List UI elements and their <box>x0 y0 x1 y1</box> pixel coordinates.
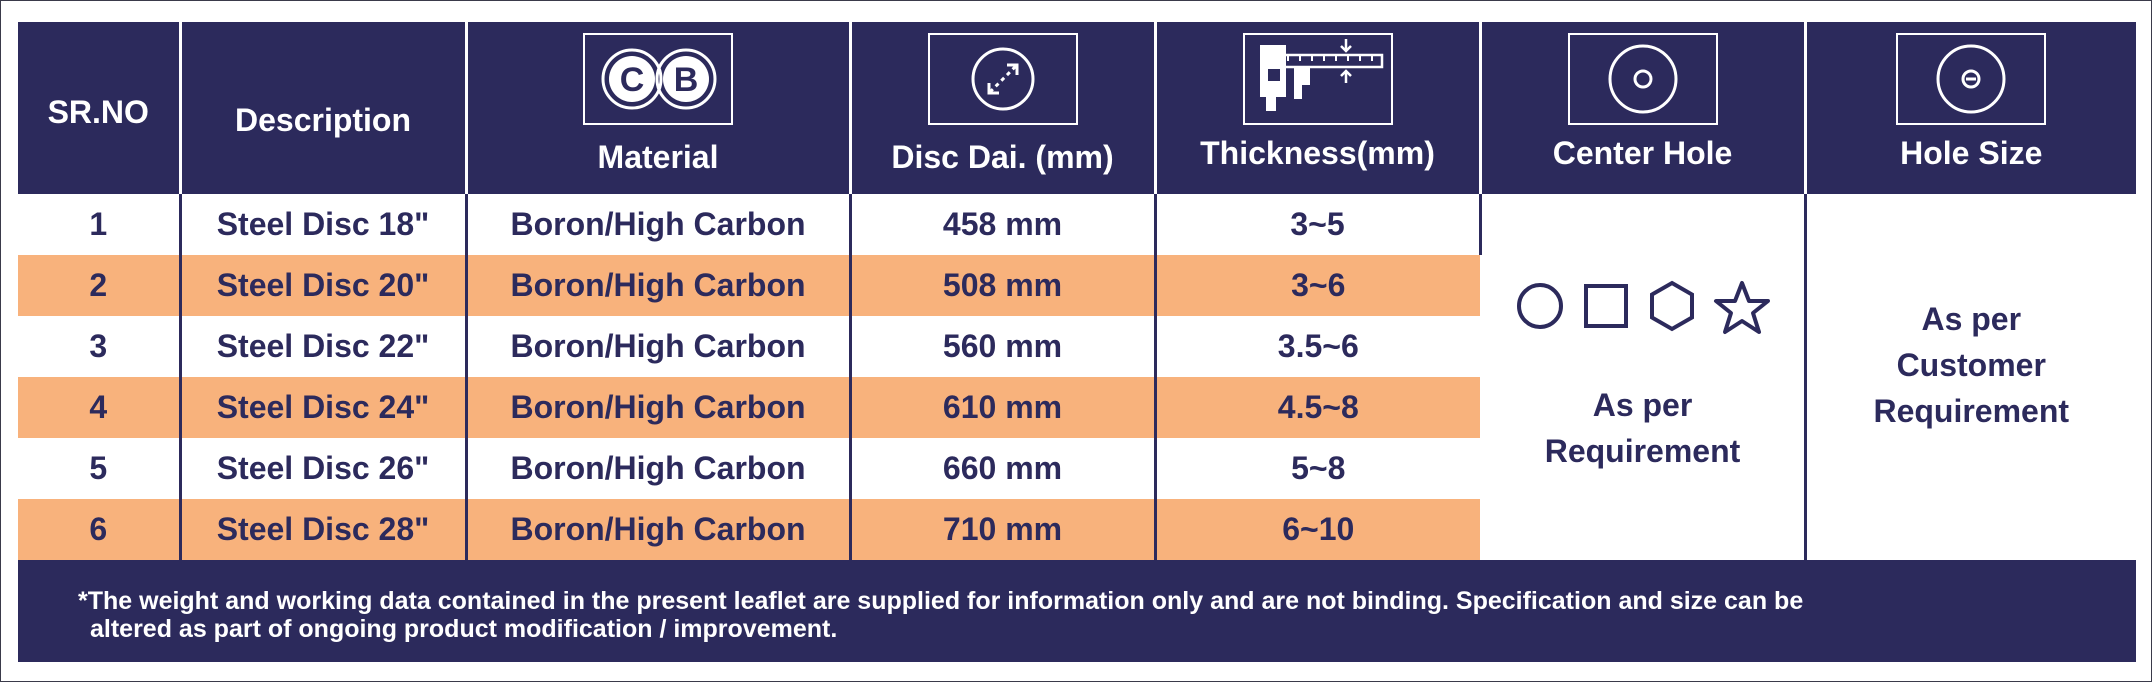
hexagon-icon <box>1649 280 1694 332</box>
header-sr-no: SR.NO <box>18 22 182 194</box>
table-row: 5 Steel Disc 26" Boron/High Carbon 660 m… <box>18 438 2136 499</box>
center-hole-shapes <box>1482 280 1804 336</box>
circle-icon <box>1516 283 1563 329</box>
cell-material: Boron/High Carbon <box>466 499 852 560</box>
boron-carbon-cb-icon: C B <box>583 33 733 125</box>
center-hole-line2: Requirement <box>1544 433 1741 469</box>
header-sr-no-label: SR.NO <box>47 94 149 130</box>
spec-sheet: SR.NO Description C <box>18 22 2136 662</box>
center-hole-cell: As per Requirement <box>1480 194 1807 560</box>
cell-material: Boron/High Carbon <box>466 316 852 377</box>
cell-thickness: 3~5 <box>1155 194 1482 255</box>
hole-size-line2: Customer <box>1896 347 2046 383</box>
header-hole-size-label: Hole Size <box>1900 135 2043 171</box>
cell-thickness: 6~10 <box>1155 499 1480 560</box>
header-thickness-label: Thickness(mm) <box>1200 135 1435 171</box>
hole-size-icon <box>1896 33 2047 125</box>
cell-sr: 2 <box>18 255 182 316</box>
header-center-hole: Center Hole <box>1480 22 1807 194</box>
table-row: 1 Steel Disc 18" Boron/High Carbon 458 m… <box>18 194 2136 560</box>
footnote-line2: altered as part of ongoing product modif… <box>90 615 838 643</box>
cell-sr: 5 <box>18 438 182 499</box>
spec-table: SR.NO Description C <box>18 22 2136 560</box>
cell-dia: 458 mm <box>850 194 1157 255</box>
footnote-line1: *The weight and working data contained i… <box>78 587 1804 615</box>
cell-sr: 4 <box>18 377 182 438</box>
cb-letter-b: B <box>674 61 699 99</box>
cell-thickness: 3.5~6 <box>1155 316 1480 377</box>
header-disc-dia: Disc Dai. (mm) <box>850 22 1157 194</box>
cell-dia: 560 mm <box>850 316 1157 377</box>
cell-description: Steel Disc 28" <box>180 499 468 560</box>
center-hole-line1: As per <box>1592 387 1693 423</box>
cell-material: Boron/High Carbon <box>466 194 852 255</box>
cell-material: Boron/High Carbon <box>466 377 852 438</box>
cell-sr: 1 <box>18 194 182 255</box>
cell-material: Boron/High Carbon <box>466 255 852 316</box>
hole-size-line1: As per <box>1921 301 2022 337</box>
hole-size-cell: As per Customer Requirement <box>1805 194 2136 560</box>
cell-description: Steel Disc 18" <box>180 194 468 255</box>
cell-sr: 3 <box>18 316 182 377</box>
header-hole-size: Hole Size <box>1805 22 2136 194</box>
header-description-label: Description <box>234 102 412 138</box>
cell-sr: 6 <box>18 499 182 560</box>
table-row: 3 Steel Disc 22" Boron/High Carbon 560 m… <box>18 316 2136 377</box>
cell-thickness: 5~8 <box>1155 438 1480 499</box>
header-disc-dia-label: Disc Dai. (mm) <box>891 139 1114 175</box>
cell-description: Steel Disc 26" <box>180 438 468 499</box>
table-row: 2 Steel Disc 20" Boron/High Carbon 508 m… <box>18 255 2136 316</box>
header-row: SR.NO Description C <box>18 22 2136 194</box>
square-icon <box>1583 284 1628 328</box>
cell-material: Boron/High Carbon <box>466 438 852 499</box>
star-icon <box>1713 281 1770 334</box>
table-row: 4 Steel Disc 24" Boron/High Carbon 610 m… <box>18 377 2136 438</box>
hole-size-line3: Requirement <box>1873 393 2070 429</box>
header-center-hole-label: Center Hole <box>1552 135 1733 171</box>
table-row: 6 Steel Disc 28" Boron/High Carbon 710 m… <box>18 499 2136 560</box>
cell-description: Steel Disc 22" <box>180 316 468 377</box>
caliper-icon <box>1242 33 1393 125</box>
header-material: C B Material <box>466 22 852 194</box>
cell-dia: 508 mm <box>850 255 1157 316</box>
diameter-icon <box>927 33 1078 125</box>
header-material-label: Material <box>597 139 719 175</box>
footnote: *The weight and working data contained i… <box>78 587 2118 643</box>
cell-thickness: 3~6 <box>1155 255 1480 316</box>
cell-description: Steel Disc 24" <box>180 377 468 438</box>
cell-description: Steel Disc 20" <box>180 255 468 316</box>
cell-thickness: 4.5~8 <box>1155 377 1480 438</box>
cb-letter-c: C <box>620 61 645 99</box>
center-hole-icon <box>1567 33 1718 125</box>
header-description: Description <box>180 22 468 194</box>
cell-dia: 710 mm <box>850 499 1157 560</box>
cell-dia: 660 mm <box>850 438 1157 499</box>
cell-dia: 610 mm <box>850 377 1157 438</box>
header-thickness: Thickness(mm) <box>1155 22 1482 194</box>
